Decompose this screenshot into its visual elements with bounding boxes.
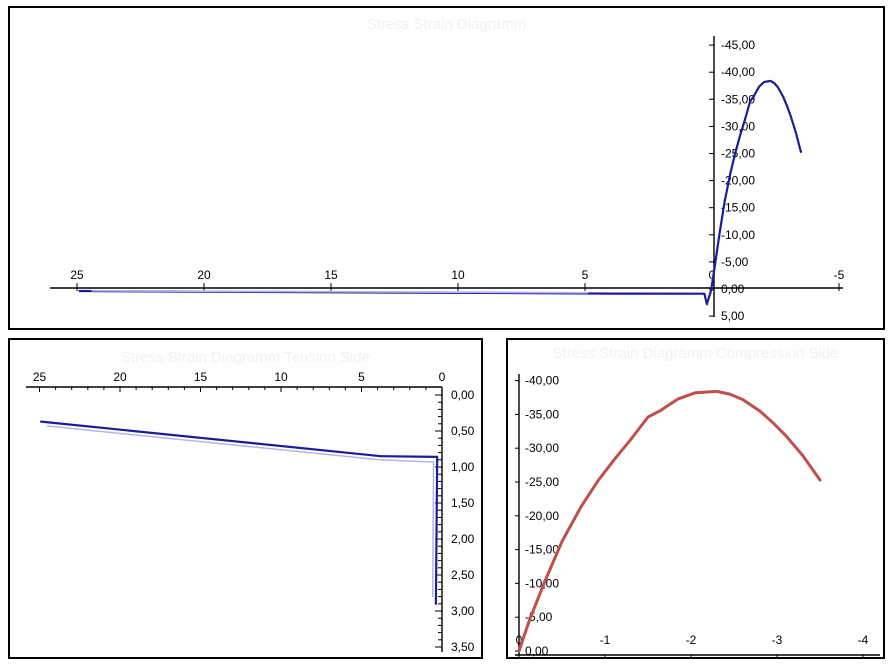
y-axis-tick-label: 1,50 xyxy=(451,496,475,510)
x-axis-tick-label: -4 xyxy=(858,633,869,647)
x-axis-tick-label: 5 xyxy=(582,268,589,282)
stress-strain-compression-side-series-1-line xyxy=(517,389,822,653)
tension-chart-canvas: 25 20 15 10 5 0 0,00 0,50 1,00 1,50 2,00 2,50 3,00 3,… xyxy=(26,370,475,654)
y-axis-tick-label: -40,00 xyxy=(721,65,755,79)
y-axis-tick-label: -35,00 xyxy=(525,407,559,421)
y-axis-tick-label: -10,00 xyxy=(525,576,559,590)
y-axis-tick-label: 3,50 xyxy=(451,640,475,654)
x-axis-tick-label: 5 xyxy=(358,370,365,384)
y-axis-tick-label: 2,00 xyxy=(451,532,475,546)
y-axis-tick-label: -45,00 xyxy=(721,38,755,52)
y-axis-tick-label: 1,00 xyxy=(451,460,475,474)
y-axis-tick-label: -15,00 xyxy=(721,201,755,215)
y-axis-tick-label: -25,00 xyxy=(721,147,755,161)
x-axis-tick-label: 20 xyxy=(197,268,211,282)
x-axis-tick-label: -3 xyxy=(772,633,783,647)
x-axis-tick-label: 15 xyxy=(194,370,208,384)
tension-side-chart: Stress Strain Diagramm Tension Side 25 20… xyxy=(8,338,483,659)
y-axis-tick-label: -15,00 xyxy=(525,543,559,557)
x-axis-tick-label: -1 xyxy=(600,633,611,647)
y-axis-tick-label: 3,00 xyxy=(451,604,475,618)
x-axis-tick-label: 10 xyxy=(451,268,465,282)
stress-strain-tension-side-series-1-line xyxy=(40,420,439,605)
compression-chart-canvas: 0 -1 -2 -3 -4 -40,00 -35,00 -30,00 -25,00 -20,00 -… xyxy=(515,374,880,659)
y-axis-tick-label: 0,00 xyxy=(525,644,549,658)
x-axis-tick-label: 25 xyxy=(70,268,84,282)
combined-stress-strain-chart: Stress Strain Diagramm 25 20 15 10 5 0 -5 -45,0… xyxy=(8,6,885,330)
stress-strain-combined-series-1-line xyxy=(78,79,803,306)
stress-strain-tension-side-series-2-line xyxy=(46,425,435,598)
y-axis-tick-label: 5,00 xyxy=(721,309,745,323)
compression-side-chart: Stress Strain Diagramm Compression Side … xyxy=(506,338,885,659)
x-axis-tick-label: 15 xyxy=(324,268,338,282)
y-axis-tick-label: -20,00 xyxy=(721,174,755,188)
y-axis-tick-label: -40,00 xyxy=(525,374,559,388)
y-axis-tick-label: -35,00 xyxy=(721,92,755,106)
y-axis-tick-label: -30,00 xyxy=(721,119,755,133)
x-axis-tick-label: 0 xyxy=(439,370,446,384)
y-axis-tick-label: -10,00 xyxy=(721,228,755,242)
y-axis-tick-label: 0,00 xyxy=(721,282,745,296)
x-axis-tick-label: -2 xyxy=(686,633,697,647)
combined-chart-canvas: 25 20 15 10 5 0 -5 -45,00 -40,00 -35,00 -30,00 -25,… xyxy=(50,36,845,323)
y-axis-tick-label: 0,50 xyxy=(451,424,475,438)
x-axis-tick-label: 10 xyxy=(274,370,288,384)
y-axis-tick-label: -30,00 xyxy=(525,441,559,455)
y-axis-tick-label: -20,00 xyxy=(525,509,559,523)
x-axis-tick-label: -5 xyxy=(834,268,845,282)
y-axis-tick-label: 0,00 xyxy=(451,388,475,402)
x-axis-tick-label: 0 xyxy=(709,268,716,282)
x-axis-tick-label: 0 xyxy=(516,633,523,647)
y-axis-tick-label: -5,00 xyxy=(721,255,749,269)
y-axis-tick-label: -25,00 xyxy=(525,475,559,489)
y-axis-tick-label: 2,50 xyxy=(451,568,475,582)
stress-strain-combined-series-2-line xyxy=(91,289,589,294)
x-axis-tick-label: 25 xyxy=(33,370,47,384)
x-axis-tick-label: 20 xyxy=(113,370,127,384)
